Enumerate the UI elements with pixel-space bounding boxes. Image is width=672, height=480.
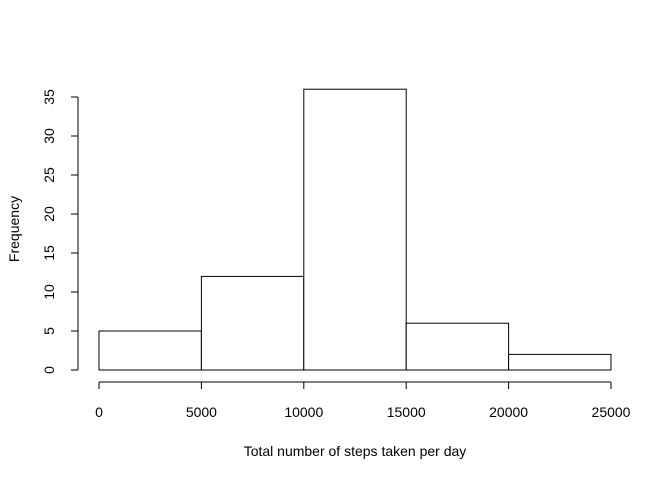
- x-tick-label: 15000: [387, 404, 426, 420]
- y-tick-label: 30: [41, 128, 57, 144]
- y-tick-label: 10: [41, 284, 57, 300]
- y-axis-title: Frequency: [6, 196, 22, 262]
- x-tick-label: 20000: [489, 404, 528, 420]
- histogram-bar-1: [200, 275, 305, 371]
- y-tick-label: 20: [41, 206, 57, 222]
- x-axis: 0 5000 10000 15000 20000 25000: [95, 381, 631, 420]
- y-tick-label: 35: [41, 89, 57, 105]
- x-tick-label: 25000: [592, 404, 631, 420]
- histogram-bar-4: [508, 353, 612, 371]
- x-axis-title: Total number of steps taken per day: [244, 443, 467, 459]
- y-axis: 0 5 10 15 20 25 30 35: [41, 89, 79, 374]
- y-tick-label: 5: [41, 327, 57, 335]
- histogram-bars: [98, 88, 612, 371]
- x-tick-label: 5000: [186, 404, 217, 420]
- histogram-bar-2: [303, 88, 407, 371]
- histogram-bar-0: [98, 330, 202, 371]
- y-tick-label: 15: [41, 245, 57, 261]
- histogram-bar-3: [405, 322, 510, 371]
- y-tick-label: 25: [41, 167, 57, 183]
- x-tick-label: 0: [95, 404, 103, 420]
- x-tick-label: 10000: [284, 404, 323, 420]
- y-tick-label: 0: [41, 366, 57, 374]
